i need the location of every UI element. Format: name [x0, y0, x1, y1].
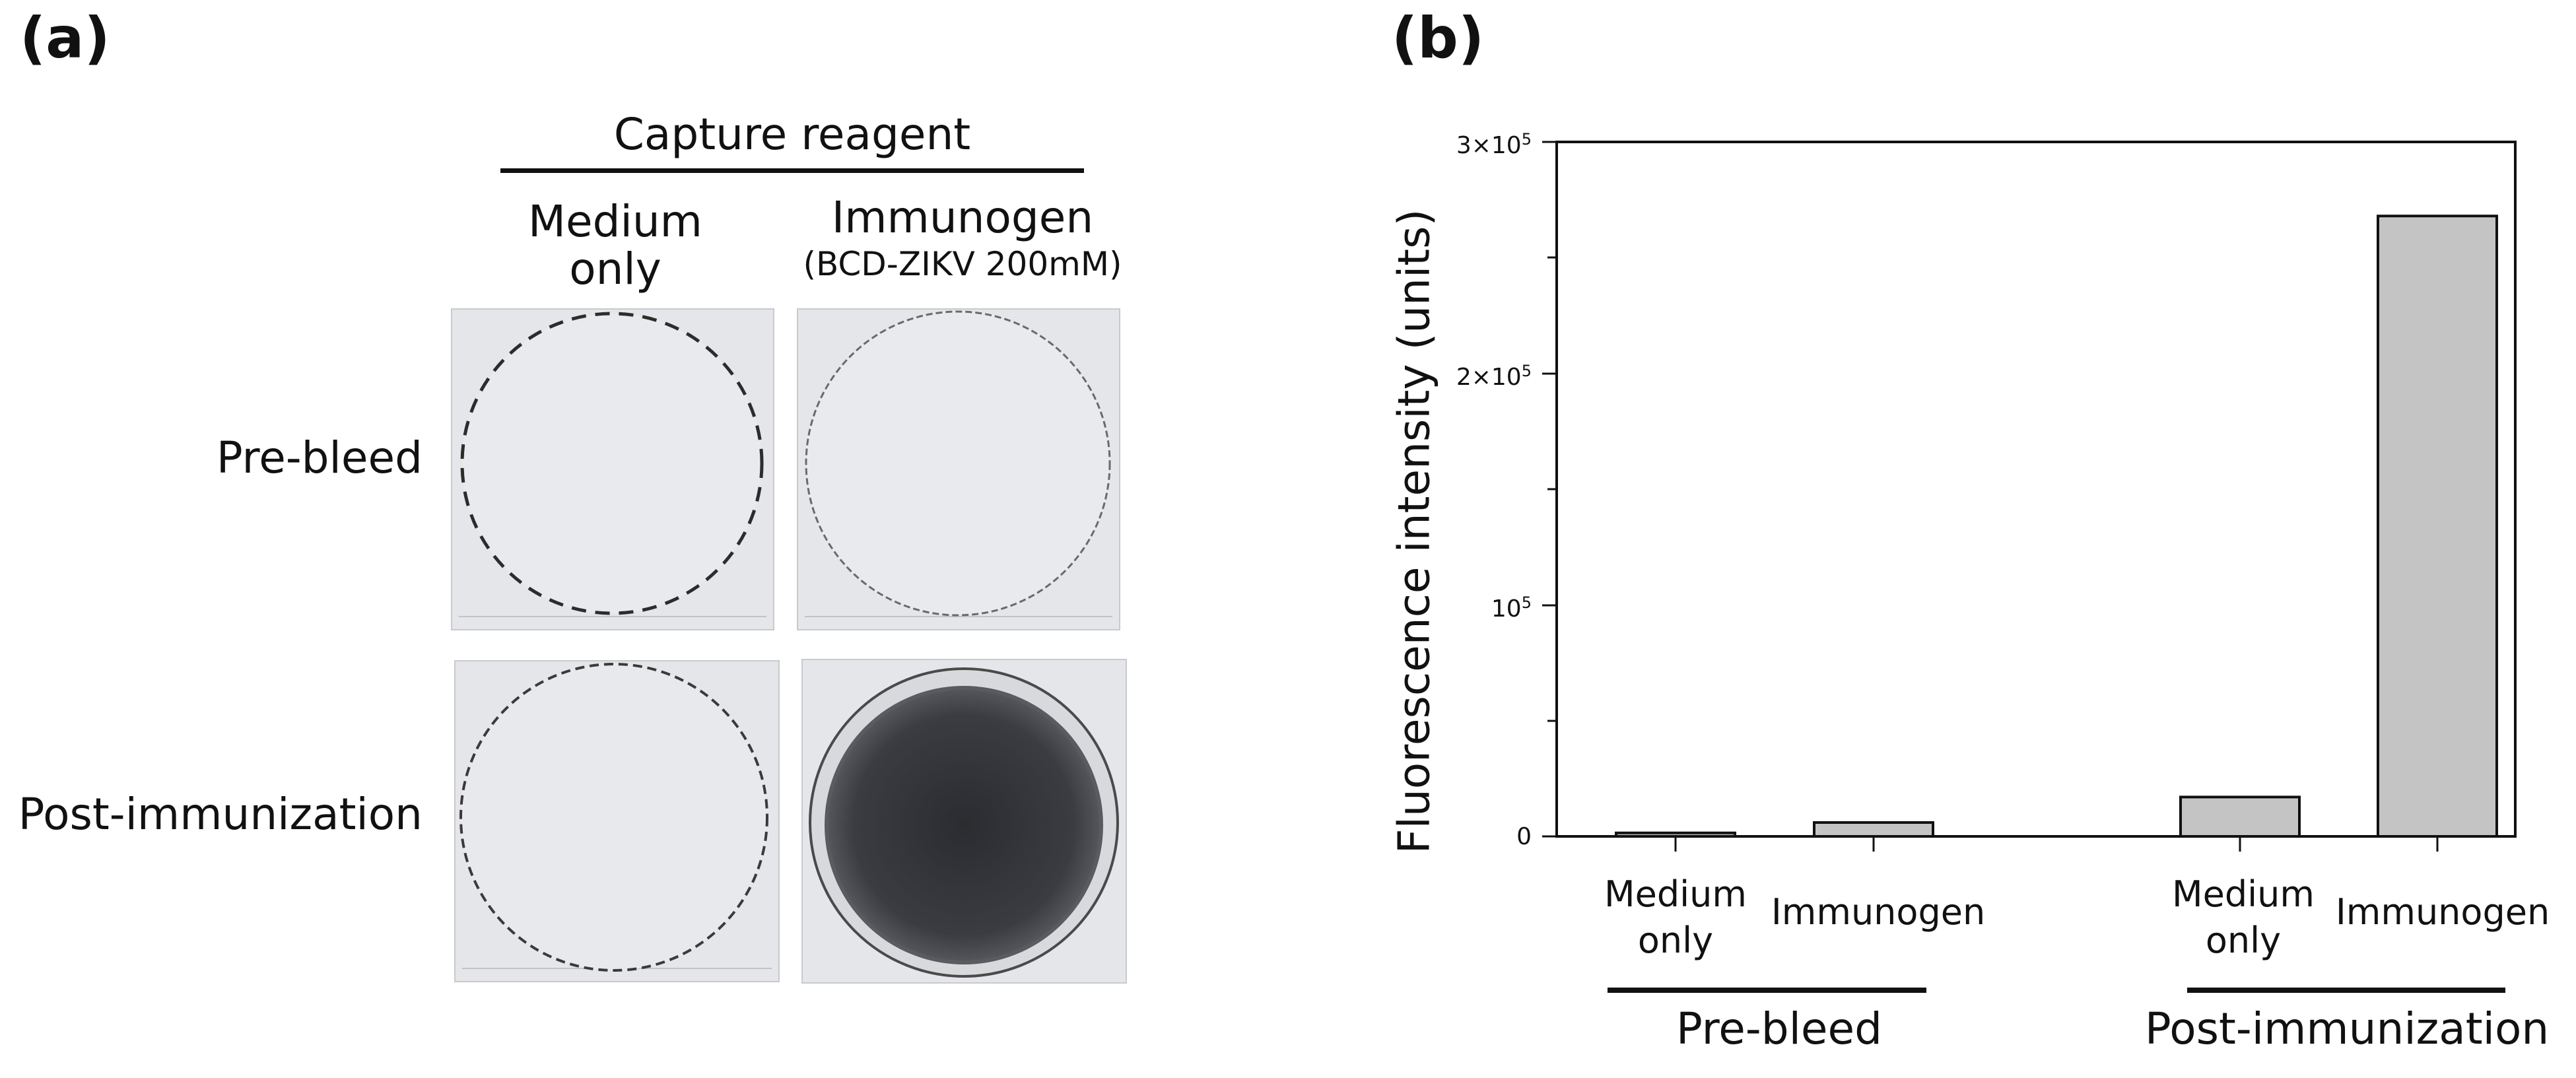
- y-tick-label-100000: 105: [1491, 593, 1532, 623]
- group-label-post-immunization: Post-immunization: [2144, 1003, 2550, 1054]
- x-label-pre-medium-line2: only: [1637, 920, 1714, 961]
- well-pre-bleed-medium: [451, 308, 774, 630]
- x-label-post-medium-line1: Medium: [2172, 873, 2315, 915]
- col-header-immunogen-title: Immunogen: [831, 192, 1094, 243]
- well-edge: [458, 616, 767, 617]
- bar-post-immunization-medium: [2179, 795, 2301, 838]
- y-tick-label-200000: 2×105: [1456, 362, 1532, 391]
- row-label-post-immunization: Post-immunization: [18, 789, 423, 840]
- col-header-medium-only: Medium only: [528, 198, 702, 293]
- panel-a-label: (a): [20, 5, 110, 71]
- col-header-immunogen: Immunogen (BCD-ZIKV 200mM): [803, 195, 1122, 287]
- x-label-post-medium: Medium only: [2172, 871, 2315, 964]
- x-label-post-medium-line2: only: [2205, 920, 2282, 961]
- well-post-immunization-medium: [454, 660, 780, 982]
- bar-post-immunization-immunogen: [2377, 215, 2498, 838]
- well-edge: [804, 616, 1113, 617]
- group-label-pre-bleed: Pre-bleed: [1676, 1003, 1883, 1054]
- row-label-pre-bleed: Pre-bleed: [216, 432, 423, 483]
- x-label-pre-medium-line1: Medium: [1604, 873, 1747, 915]
- x-label-pre-medium: Medium only: [1604, 871, 1747, 964]
- well-circle-post-medium: [459, 663, 768, 972]
- x-label-pre-immunogen: Immunogen: [1771, 891, 1986, 933]
- y-tick-label-300000: 3×105: [1456, 130, 1532, 159]
- panel-b-label: (b): [1392, 5, 1485, 71]
- bars-group: [1615, 215, 2498, 838]
- well-circle-post-immunogen: [809, 667, 1119, 978]
- bar-pre-bleed-immunogen: [1813, 821, 1934, 838]
- capture-reagent-underline: [500, 168, 1084, 173]
- col-header-immunogen-sub: (BCD-ZIKV 200mM): [803, 245, 1122, 283]
- well-circle-pre-medium: [460, 312, 764, 615]
- col-header-medium-line1: Medium: [528, 196, 702, 247]
- x-label-post-immunogen: Immunogen: [2335, 891, 2550, 933]
- capture-reagent-header: Capture reagent: [613, 109, 971, 160]
- plot-frame: [1555, 141, 2517, 838]
- well-circle-pre-immunogen: [805, 310, 1111, 617]
- well-post-immunization-immunogen: [801, 659, 1127, 984]
- col-header-medium-line2: only: [569, 244, 661, 294]
- well-pre-bleed-immunogen: [797, 308, 1120, 630]
- y-tick-label-0: 0: [1516, 823, 1532, 850]
